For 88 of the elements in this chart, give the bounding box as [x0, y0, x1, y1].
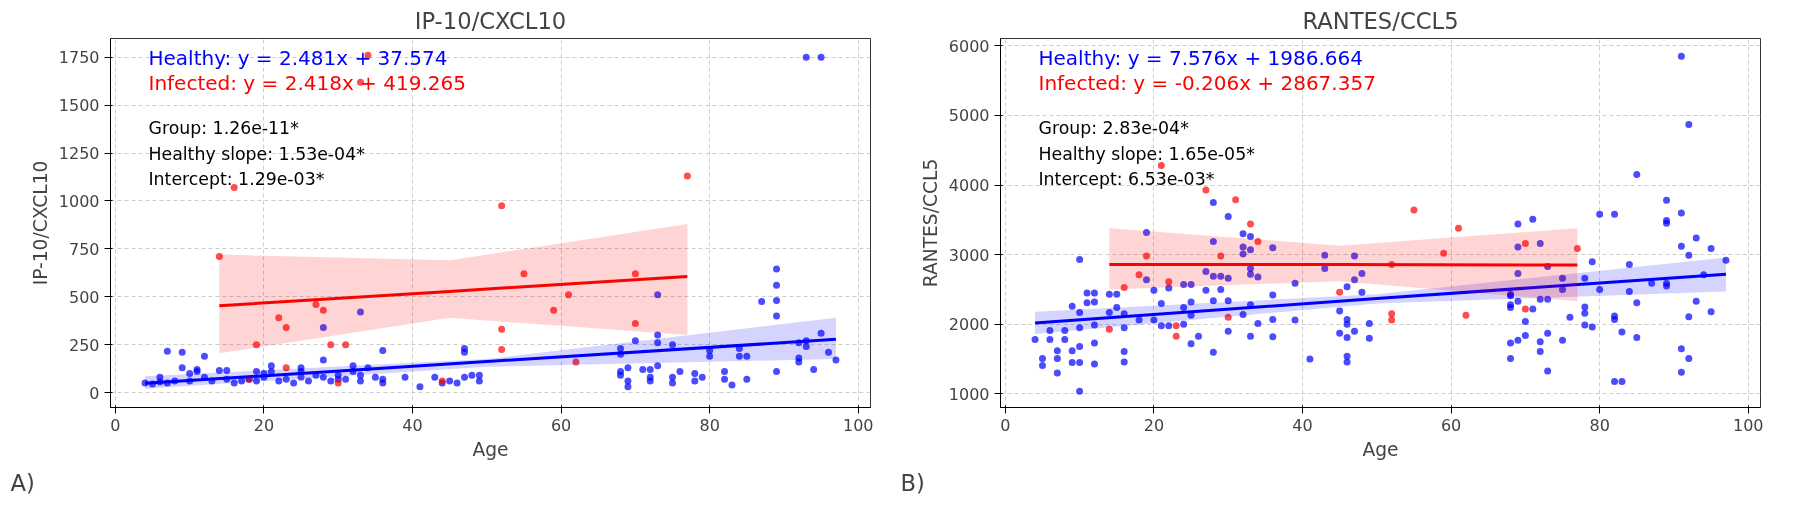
point	[1410, 206, 1418, 214]
point	[252, 341, 260, 349]
point	[1120, 283, 1128, 291]
point	[1462, 311, 1470, 319]
point	[282, 323, 290, 331]
x-tick-label: 60	[550, 415, 572, 435]
y-tick-label: 1500	[58, 96, 100, 116]
point	[631, 270, 639, 278]
text: A)	[10, 469, 35, 496]
point	[230, 184, 238, 192]
annotation: Infected: y = 2.418x + 419.265	[148, 70, 466, 95]
text: B)	[900, 469, 925, 496]
annotation: Group: 1.26e-11*	[148, 118, 300, 139]
point	[498, 202, 506, 210]
y-tick-label: 1750	[58, 48, 100, 68]
point	[1105, 325, 1113, 333]
point	[1165, 278, 1173, 286]
point	[1521, 305, 1529, 313]
point	[520, 270, 528, 278]
point	[1521, 240, 1529, 248]
point	[1202, 186, 1210, 194]
point	[565, 291, 573, 299]
annotation: Healthy: y = 7.576x + 1986.664	[1038, 45, 1363, 70]
x-tick-label: 100	[842, 415, 874, 435]
annotation: Infected: y = -0.206x + 2867.357	[1038, 70, 1376, 95]
point	[1254, 237, 1262, 245]
point	[215, 253, 223, 261]
y-tick-label: 500	[68, 287, 100, 307]
annotation: Group: 2.83e-04*	[1038, 118, 1190, 139]
point	[342, 341, 350, 349]
x-axis-title: Age	[472, 438, 509, 460]
annotation: Intercept: 6.53e-03*	[1038, 168, 1215, 189]
x-tick-label: 40	[1292, 415, 1313, 435]
x-tick-label: 60	[1440, 415, 1462, 435]
y-tick-label: 3000	[948, 245, 990, 265]
point	[1246, 220, 1254, 228]
y-tick-label: 0	[89, 383, 100, 403]
x-tick-label: 100	[1732, 415, 1764, 435]
y-tick-label: 6000	[948, 36, 990, 56]
point	[1232, 196, 1240, 204]
annotation: Healthy: y = 2.481x + 37.574	[148, 45, 448, 70]
point	[683, 172, 691, 180]
point	[282, 364, 290, 372]
y-tick-label: 1000	[58, 191, 100, 211]
point	[334, 379, 342, 387]
point	[319, 306, 327, 314]
x-tick-label: 20	[1143, 415, 1165, 435]
point	[1388, 310, 1396, 318]
point	[498, 345, 506, 353]
x-axis-title: Age	[1362, 438, 1399, 460]
point	[631, 320, 639, 328]
point	[1336, 288, 1344, 296]
point	[1217, 252, 1225, 260]
point	[275, 314, 283, 322]
y-tick-label: 750	[68, 239, 100, 259]
point	[1440, 249, 1448, 257]
x-tick-label: 80	[699, 415, 720, 435]
x-tick-label: 0	[110, 415, 121, 435]
x-tick-label: 20	[253, 415, 275, 435]
annotation: Healthy slope: 1.65e-05*	[1038, 143, 1256, 164]
point	[312, 300, 320, 308]
x-tick-label: 0	[1000, 415, 1011, 435]
y-tick-label: 1250	[58, 144, 100, 164]
y-tick-label: 5000	[948, 106, 990, 126]
point	[1135, 271, 1143, 279]
point	[1573, 244, 1581, 252]
point	[1455, 224, 1463, 232]
point	[1224, 313, 1232, 321]
point	[498, 325, 506, 333]
point	[327, 341, 335, 349]
point	[1388, 316, 1396, 324]
point	[572, 358, 580, 366]
y-axis-title: IP-10/CXCL10	[29, 160, 51, 286]
annotation: Healthy slope: 1.53e-04*	[148, 143, 366, 164]
y-tick-label: 4000	[948, 176, 990, 196]
y-axis-title: RANTES/CCL5	[919, 158, 941, 288]
y-tick-label: 2000	[948, 315, 990, 335]
x-tick-label: 40	[402, 415, 423, 435]
y-tick-label: 1000	[948, 384, 990, 404]
x-tick-label: 80	[1589, 415, 1610, 435]
y-tick-label: 250	[68, 335, 100, 355]
point	[550, 306, 558, 314]
chart-title: IP-10/CXCL10	[414, 7, 567, 34]
chart-title: RANTES/CCL5	[1302, 7, 1459, 34]
point	[1142, 252, 1150, 260]
point	[1172, 332, 1180, 340]
point	[1172, 322, 1180, 330]
annotation: Intercept: 1.29e-03*	[148, 168, 325, 189]
